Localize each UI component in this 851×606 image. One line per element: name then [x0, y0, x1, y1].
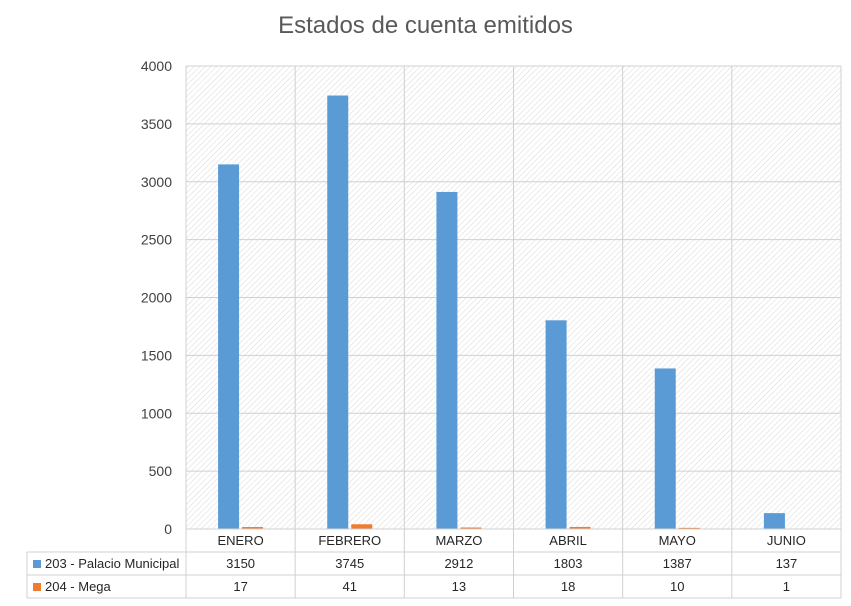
bar-palacio [327, 95, 349, 530]
y-tick-label: 2000 [141, 290, 172, 306]
chart-title: Estados de cuenta emitidos [278, 12, 573, 39]
y-tick-label: 0 [164, 521, 172, 537]
data-label: 2912 [444, 556, 473, 571]
bar-mega [678, 527, 700, 529]
y-tick-label: 1500 [141, 347, 172, 363]
data-label: 1803 [554, 556, 583, 571]
y-tick-label: 2500 [141, 232, 172, 248]
data-label: 13 [452, 579, 466, 594]
data-label: 17 [233, 579, 247, 594]
y-tick-label: 4000 [141, 58, 172, 74]
y-tick-label: 1000 [141, 405, 172, 421]
bar-palacio [763, 513, 785, 529]
legend-swatch [33, 560, 41, 568]
data-label: 3150 [226, 556, 255, 571]
data-label: 18 [561, 579, 575, 594]
x-tick-label: FEBRERO [318, 533, 381, 548]
bar-mega [569, 526, 591, 529]
bar-mega [242, 527, 264, 529]
data-label: 1387 [663, 556, 692, 571]
x-tick-label: ENERO [217, 533, 263, 548]
x-tick-label: ABRIL [549, 533, 587, 548]
x-tick-label: MAYO [659, 533, 696, 548]
legend-entry: 204 - Mega [45, 579, 112, 594]
bar-mega [460, 527, 482, 529]
y-tick-label: 3500 [141, 116, 172, 132]
data-label: 41 [343, 579, 357, 594]
legend-swatch [33, 583, 41, 591]
bar-palacio [654, 368, 676, 529]
x-tick-label: JUNIO [767, 533, 806, 548]
y-tick-label: 3000 [141, 174, 172, 190]
x-tick-label: MARZO [435, 533, 482, 548]
y-tick-label: 500 [149, 463, 173, 479]
bar-mega [351, 524, 373, 529]
data-label: 137 [776, 556, 798, 571]
data-label: 3745 [335, 556, 364, 571]
data-label: 1 [783, 579, 790, 594]
data-label: 10 [670, 579, 684, 594]
bar-palacio [218, 164, 240, 529]
bar-palacio [436, 191, 458, 529]
bar-palacio [545, 320, 567, 529]
legend-entry: 203 - Palacio Municipal [45, 556, 180, 571]
